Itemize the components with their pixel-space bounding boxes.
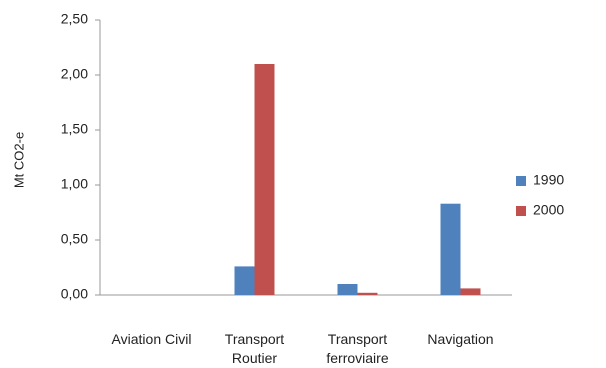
y-tick-label: 0,00: [61, 286, 88, 302]
x-tick-label: Transport ferroviaire: [326, 331, 389, 366]
bar: [357, 292, 378, 295]
y-tick-label: 1,00: [61, 176, 88, 192]
x-tick-label: Transport Routier: [224, 331, 285, 366]
x-tick-label: Aviation Civil: [111, 331, 192, 347]
y-axis-label: Mt CO2-e: [11, 132, 26, 188]
y-tick-label: 2,00: [61, 66, 88, 82]
y-tick-label: 0,50: [61, 231, 88, 247]
bar: [254, 64, 275, 295]
bar: [460, 288, 481, 295]
bar: [440, 203, 461, 295]
legend-label: 1990: [533, 172, 564, 188]
bar: [337, 284, 358, 295]
x-tick-label: Navigation: [427, 331, 494, 347]
legend-label: 2000: [533, 202, 564, 218]
bar: [234, 266, 255, 295]
legend-swatch: [516, 176, 526, 186]
y-tick-label: 2,50: [61, 11, 88, 27]
legend-swatch: [516, 206, 526, 216]
y-tick-label: 1,50: [61, 121, 88, 137]
